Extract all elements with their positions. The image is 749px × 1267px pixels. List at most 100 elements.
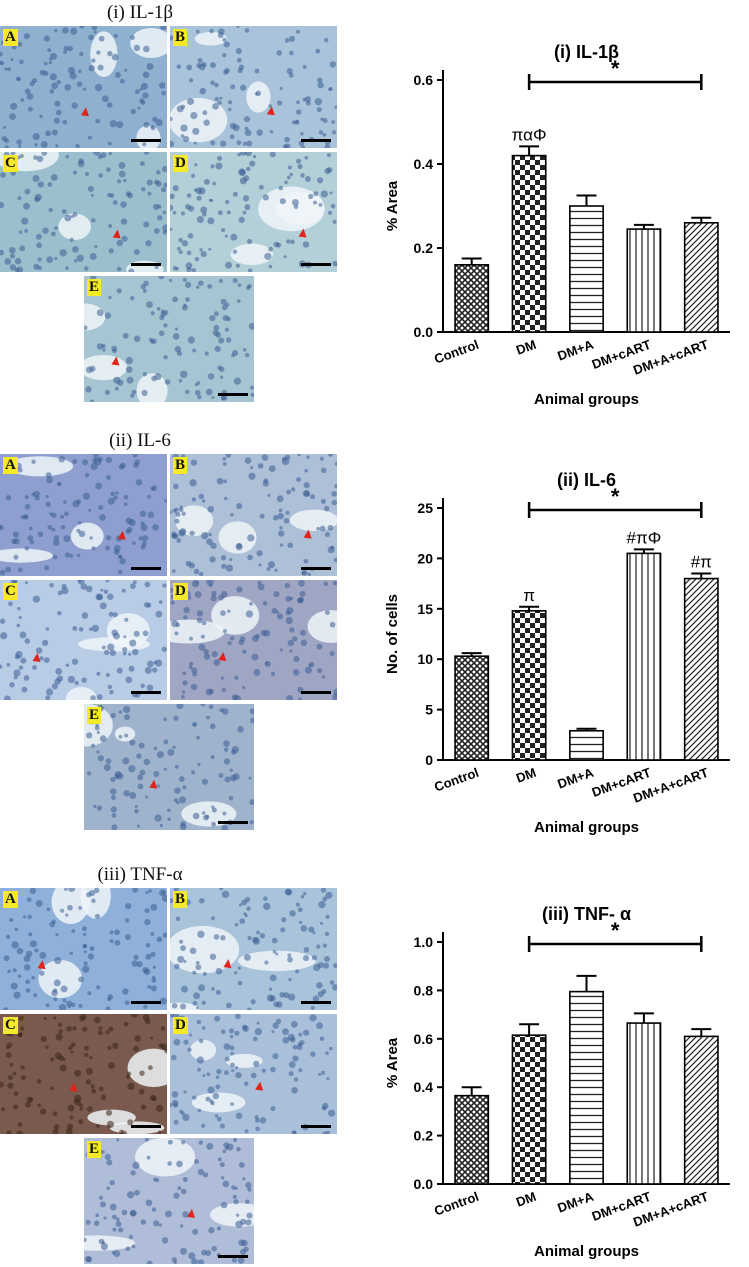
error-bar	[461, 257, 482, 265]
scale-bar	[218, 1255, 248, 1258]
error-bar	[691, 572, 712, 579]
scale-bar	[218, 393, 248, 396]
x-tick-label: DM	[514, 765, 538, 786]
bar-dm-cart	[626, 552, 662, 761]
bar-annotation: #πΦ	[627, 528, 662, 547]
panel-letter: B	[173, 457, 188, 474]
bar-dm-a-cart	[683, 222, 719, 333]
y-tick-label: 0.4	[414, 156, 434, 172]
bar-annotation: παΦ	[512, 125, 547, 144]
bar-annotation: #π	[691, 553, 712, 572]
y-axis-label: % Area	[384, 1037, 401, 1088]
y-tick-label: 0.8	[414, 982, 434, 998]
x-tick-label: DM	[514, 337, 538, 358]
bar-chart-tnfa: (iii) TNF- α 0.0 0.2 0.4 0.6 0.8 1.0 % Area Cont…	[375, 902, 745, 1262]
panel-letter: E	[87, 1141, 102, 1158]
micrograph-title: (i) IL-1β	[106, 2, 174, 23]
bar-chart-il1b: (i) IL-1β 0.0 0.2 0.4 0.6% Area Control παΦ DM D…	[375, 40, 745, 410]
micrograph-panel: D	[170, 152, 337, 272]
scale-bar	[218, 821, 248, 824]
bar-dm-a-cart	[683, 1035, 719, 1185]
error-bar	[519, 1023, 540, 1036]
x-axis-label: Animal groups	[534, 1243, 639, 1260]
micrograph-title: (ii) IL-6	[109, 430, 171, 451]
error-bar	[691, 216, 712, 223]
bar-dm	[511, 1034, 547, 1185]
x-tick-label: DM	[514, 1189, 538, 1210]
y-axis-label: No. of cells	[384, 594, 401, 674]
bar-dm-a	[569, 729, 604, 761]
x-axis-label: Animal groups	[534, 391, 639, 408]
micrograph-panel: D	[170, 580, 337, 700]
error-bar	[633, 548, 654, 554]
bar-chart-il6: (ii) IL-6 0 5 10 15 20 25 No. of cells Control π D…	[375, 468, 745, 838]
bar-dm-a-cart	[683, 577, 719, 761]
micrograph-panel: A	[0, 454, 167, 576]
scale-bar	[301, 1001, 331, 1004]
micrograph-panel: B	[170, 454, 337, 576]
chart-title: (iii) TNF- α	[542, 904, 631, 924]
panel-letter: B	[173, 29, 188, 46]
micrograph-panel: C	[0, 580, 167, 700]
micrograph-panel: A	[0, 26, 167, 148]
panel-letter: E	[87, 279, 102, 296]
micrograph-panel: E	[84, 1138, 254, 1264]
y-tick-label: 10	[417, 651, 433, 667]
error-bar	[633, 223, 654, 230]
error-bar	[519, 605, 540, 611]
x-tick-label: Control	[432, 1189, 481, 1219]
micrograph-panel: B	[170, 26, 337, 148]
chart-title: (ii) IL-6	[557, 470, 616, 490]
micrograph-panel: D	[170, 1014, 337, 1134]
x-tick-label: Control	[432, 337, 481, 367]
panel-letter: D	[173, 155, 188, 172]
micrograph-panel: A	[0, 888, 167, 1010]
significance-label: *	[611, 56, 620, 81]
y-tick-label: 5	[425, 702, 433, 718]
error-bar	[576, 974, 597, 992]
micrograph-panel: C	[0, 1014, 167, 1134]
error-bar	[691, 1028, 712, 1037]
bar-annotation: π	[523, 586, 535, 605]
y-tick-label: 1.0	[414, 934, 434, 950]
y-tick-label: 0.0	[414, 1176, 434, 1192]
significance-label: *	[611, 918, 620, 943]
scale-bar	[131, 567, 161, 570]
scale-bar	[301, 263, 331, 266]
bar-dm-cart	[626, 228, 662, 333]
panel-letter: C	[3, 1017, 18, 1034]
scale-bar	[131, 263, 161, 266]
bar-dm-a	[569, 990, 604, 1185]
error-bar	[576, 194, 597, 206]
chart-title: (i) IL-1β	[554, 42, 619, 62]
bar-dm-cart	[626, 1022, 662, 1185]
bar-dm	[511, 610, 547, 761]
panel-letter: E	[87, 707, 102, 724]
section-il6: (ii) IL-6 A B C D E (ii) IL-6 0 5 10 15 20 25 No. o…	[0, 428, 749, 848]
significance-bracket	[527, 502, 703, 518]
panel-letter: C	[3, 155, 18, 172]
x-axis-label: Animal groups	[534, 819, 639, 836]
panel-letter: D	[173, 583, 188, 600]
micrograph-title: (iii) TNF-α	[97, 864, 183, 885]
bar-control	[454, 655, 490, 761]
micrograph-panel: B	[170, 888, 337, 1010]
y-tick-label: 0.4	[414, 1079, 434, 1095]
micrograph-panel: C	[0, 152, 167, 272]
panel-letter: A	[3, 29, 18, 46]
panel-letter: A	[3, 457, 18, 474]
scale-bar	[131, 691, 161, 694]
panel-letter: C	[3, 583, 18, 600]
error-bar	[461, 1086, 482, 1096]
significance-label: *	[611, 484, 620, 509]
y-tick-label: 0.6	[414, 1031, 434, 1047]
bar-control	[454, 1094, 490, 1185]
y-axis-label: % Area	[384, 180, 401, 231]
panel-letter: A	[3, 891, 18, 908]
scale-bar	[131, 1125, 161, 1128]
scale-bar	[301, 691, 331, 694]
error-bar	[633, 1012, 654, 1024]
bar-dm-a	[569, 205, 604, 333]
scale-bar	[131, 139, 161, 142]
scale-bar	[301, 567, 331, 570]
